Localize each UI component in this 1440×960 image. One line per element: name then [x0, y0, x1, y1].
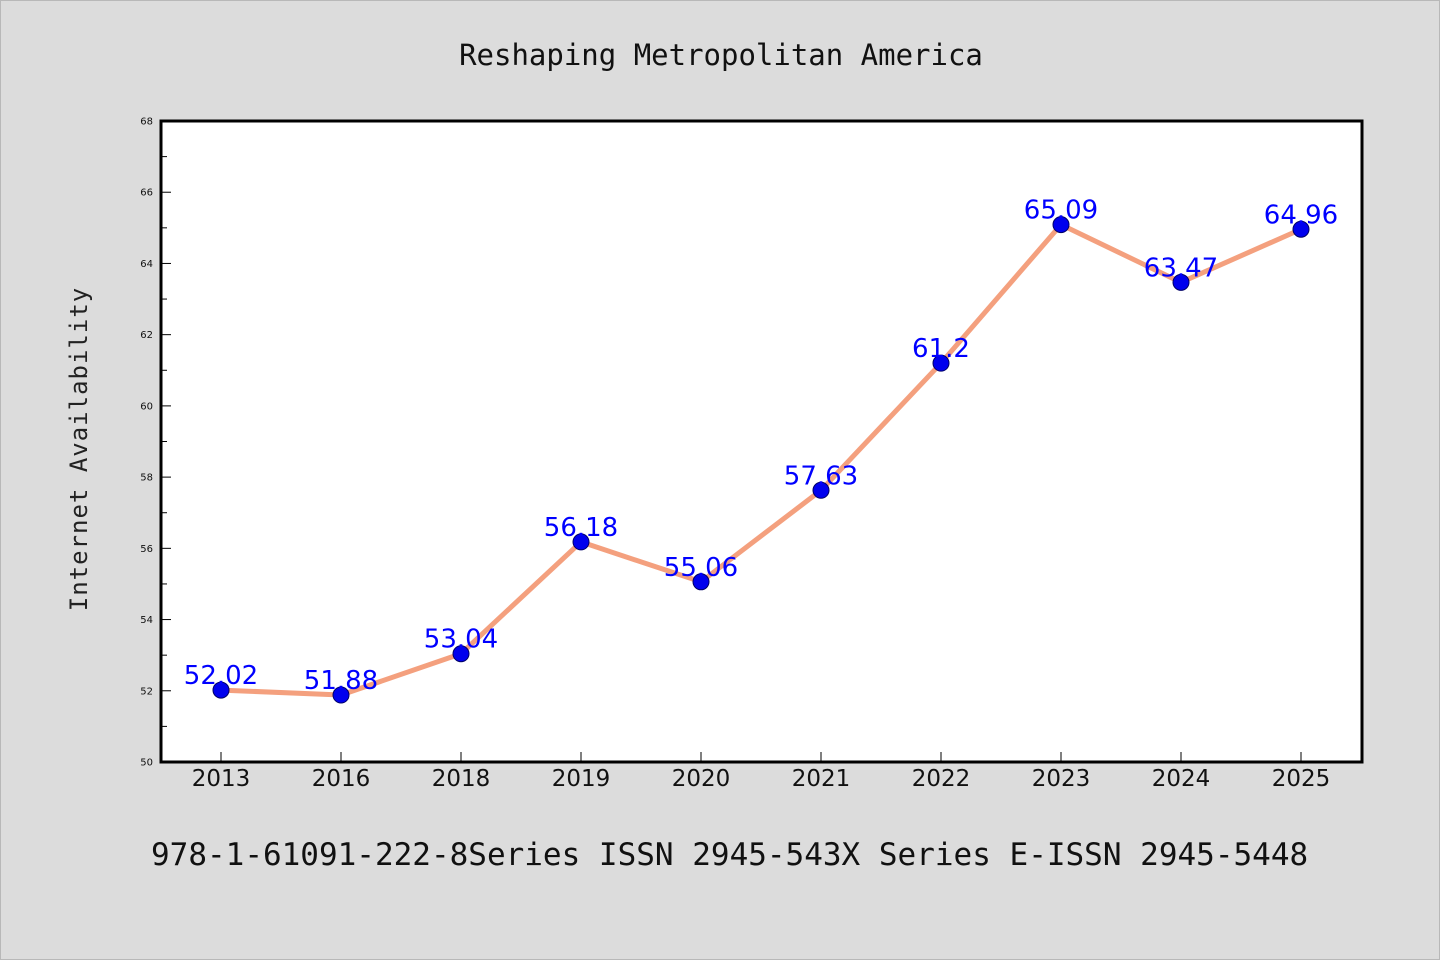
data-label: 51.88 [304, 666, 378, 696]
data-point [932, 354, 950, 372]
y-tick-label: 68 [140, 117, 153, 128]
x-tick-label: 2018 [432, 766, 491, 792]
data-label: 63.47 [1144, 253, 1218, 283]
y-tick-label: 54 [140, 615, 153, 626]
y-tick-label: 58 [140, 473, 153, 484]
y-tick-label: 50 [140, 758, 153, 769]
x-axis: 2013 2016 2018 2019 2020 2021 2022 2023 2024 2025 [192, 752, 1331, 792]
data-label: 57.63 [784, 461, 858, 491]
x-tick-label: 2013 [192, 766, 251, 792]
y-tick-label: 62 [140, 330, 153, 341]
data-label: 65.09 [1024, 196, 1098, 226]
data-point [572, 533, 590, 551]
data-point [692, 573, 710, 591]
y-tick-label: 56 [140, 544, 153, 555]
data-point [1052, 216, 1070, 234]
data-label: 53.04 [424, 625, 498, 655]
data-label: 56.18 [544, 513, 618, 543]
data-label: 55.06 [664, 553, 738, 583]
x-tick-label: 2024 [1152, 766, 1211, 792]
data-label: 64.96 [1264, 200, 1338, 230]
y-tick-label: 60 [140, 401, 153, 412]
y-axis-label: Internet Availability [65, 287, 93, 611]
x-tick-label: 2020 [672, 766, 731, 792]
x-tick-label: 2025 [1272, 766, 1331, 792]
data-label: 61.2 [912, 334, 970, 364]
x-tick-label: 2016 [312, 766, 371, 792]
data-label: 52.02 [184, 661, 258, 691]
x-tick-label: 2023 [1032, 766, 1091, 792]
footer-text: 978-1-61091-222-8Series ISSN 2945-543X S… [151, 837, 1308, 873]
data-point [212, 681, 230, 699]
series-layer: 52.02 51.88 53.04 56.18 55.06 57.63 61.2 65.09 6… [184, 196, 1338, 704]
plot-area [159, 119, 1364, 764]
data-point [1292, 220, 1310, 238]
y-tick-label: 52 [140, 686, 153, 697]
data-point [452, 645, 470, 663]
data-point [812, 481, 830, 499]
y-tick-label: 66 [140, 188, 153, 199]
x-tick-label: 2021 [792, 766, 851, 792]
x-tick-label: 2019 [552, 766, 611, 792]
chart-title: Reshaping Metropolitan America [459, 38, 983, 72]
x-tick-label: 2022 [912, 766, 971, 792]
data-point [1172, 273, 1190, 291]
data-point [332, 686, 350, 704]
y-axis: 50 52 54 56 58 60 62 64 66 68 [140, 117, 171, 769]
y-tick-label: 64 [140, 259, 153, 270]
series-line [218, 222, 1304, 698]
